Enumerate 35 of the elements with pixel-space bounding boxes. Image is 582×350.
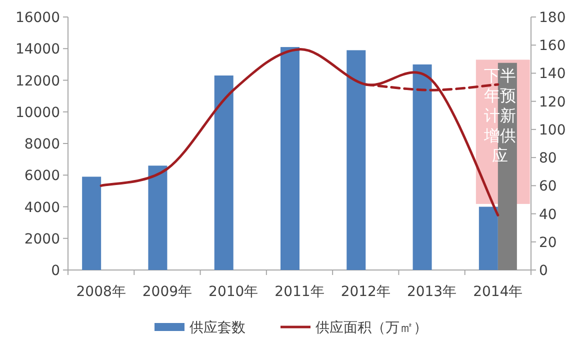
y2-tick-label: 100 [539, 122, 566, 138]
bar [280, 47, 300, 270]
y-tick-label: 12000 [15, 73, 60, 90]
x-tick-label: 2008年 [76, 284, 126, 300]
x-tick-label: 2013年 [406, 284, 457, 300]
y-tick-label: 14000 [15, 42, 60, 58]
y2-tick-label: 20 [539, 234, 557, 251]
y-tick-label: 16000 [15, 10, 60, 26]
legend-label: 供应面积（万㎡） [316, 320, 428, 336]
y2-tick-label: 0 [539, 263, 548, 279]
bar [478, 206, 498, 270]
y-tick-label: 8000 [24, 136, 60, 152]
y-tick-label: 10000 [15, 104, 60, 121]
bar [214, 76, 234, 270]
y2-tick-label: 140 [539, 66, 566, 82]
y2-tick-label: 80 [539, 150, 557, 167]
bar [82, 176, 102, 270]
bar [346, 50, 366, 270]
bar [148, 166, 168, 270]
legend-label: 供应套数 [190, 320, 246, 336]
y-tick-label: 2000 [24, 231, 60, 248]
x-tick-label: 2009年 [142, 284, 192, 300]
y-tick-label: 4000 [24, 200, 60, 216]
x-tick-label: 2011年 [274, 284, 324, 300]
y2-tick-label: 160 [539, 38, 566, 54]
x-tick-label: 2014年 [473, 284, 523, 300]
bar [412, 64, 432, 270]
y2-tick-label: 40 [539, 206, 557, 223]
y2-tick-label: 120 [539, 94, 566, 110]
x-tick-label: 2012年 [340, 284, 390, 300]
y2-tick-label: 60 [539, 178, 557, 195]
x-tick-label: 2010年 [208, 284, 258, 300]
y-tick-label: 6000 [24, 168, 60, 184]
y-tick-label: 0 [51, 263, 60, 279]
y2-tick-label: 180 [539, 10, 566, 26]
